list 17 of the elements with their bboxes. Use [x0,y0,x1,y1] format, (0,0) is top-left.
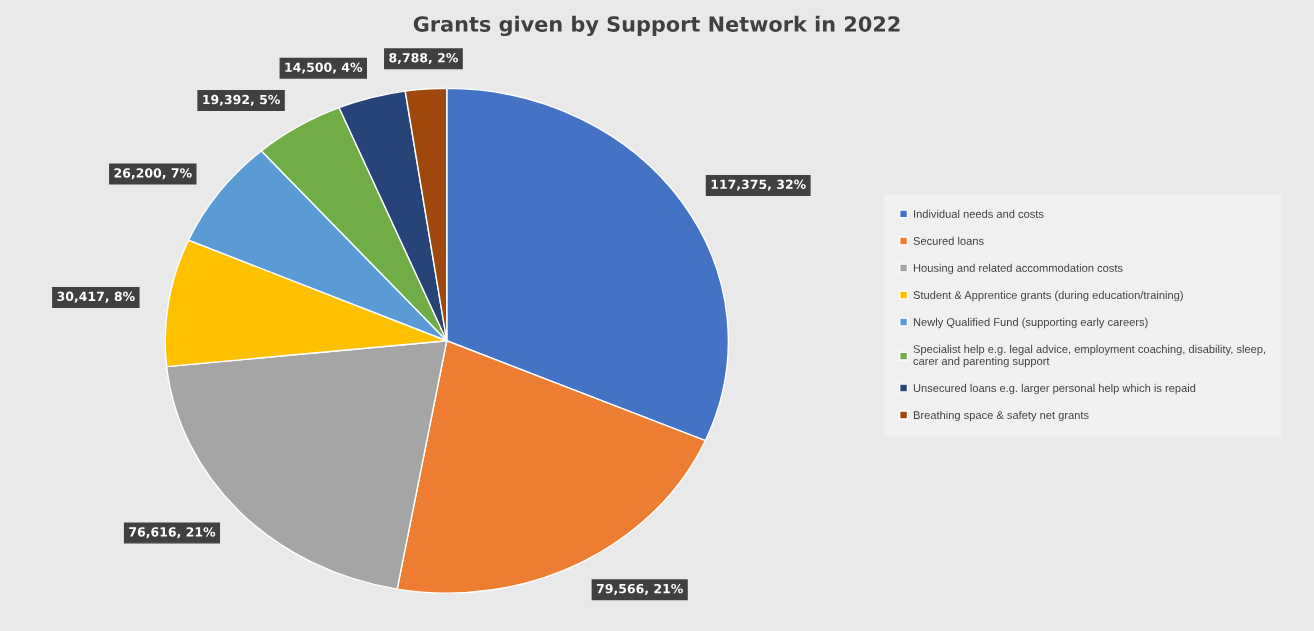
data-label: 30,417, 8% [57,291,135,303]
legend-label: Housing and related accommodation costs [913,263,1123,275]
data-label: 76,616, 21% [129,527,216,539]
legend-label: Newly Qualified Fund (supporting early careers) [913,317,1148,329]
legend-label: Individual needs and costs [914,209,1044,218]
data-label: 19,392, 5% [203,94,280,106]
data-label: 26,200, 7% [114,168,192,180]
data-label: 8,788, 2% [389,53,458,65]
legend-label: Secured loans [913,236,984,245]
legend-label: Specialist help e.g. legal advice, employment coaching, disability, sleep, carer and parenting support [913,344,1266,368]
legend-label: Unsecured loans e.g. larger personal help which is repaid [913,383,1196,395]
legend-label: Breathing space & safety net grants [913,410,1089,422]
data-label: 14,500, 4% [285,62,363,74]
chart-title: Grants given by Support Network in 2022 [413,15,900,37]
data-label: 79,566, 21% [596,583,683,595]
data-label: 117,375, 32% [711,179,806,191]
legend-label: Student & Apprentice grants (during education/training) [913,290,1183,302]
